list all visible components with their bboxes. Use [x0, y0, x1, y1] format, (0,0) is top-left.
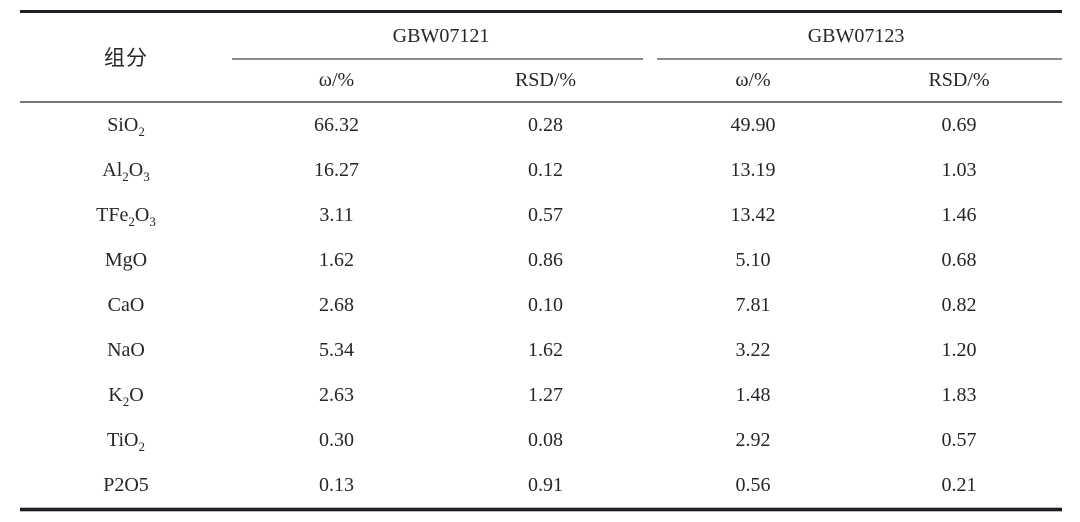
value-cell: 0.69: [941, 114, 977, 136]
header-component: 组分: [20, 11, 232, 103]
component-cell: Al2O3: [102, 159, 150, 184]
value-cell: 2.68: [319, 294, 354, 316]
table-row: NaO 5.34 1.62 3.22 1.20: [20, 328, 1062, 373]
value-cell: 1.62: [528, 339, 563, 361]
value-cell: 0.56: [735, 474, 771, 496]
component-cell: TiO2: [106, 429, 145, 454]
value-cell: 1.83: [941, 384, 977, 406]
value-cell: 3.11: [319, 204, 354, 226]
value-cell: 0.10: [528, 294, 563, 316]
value-cell: 0.91: [528, 474, 563, 496]
value-cell: 49.90: [730, 114, 776, 136]
value-cell: 0.08: [528, 429, 563, 451]
value-cell: 0.82: [941, 294, 977, 316]
table-row: SiO2 66.32 0.28 49.90 0.69: [20, 102, 1062, 148]
value-cell: 5.10: [735, 249, 771, 271]
component-cell: SiO2: [107, 114, 145, 139]
value-cell: 1.62: [319, 249, 354, 271]
component-cell: TFe2O3: [96, 204, 156, 229]
table-row: P2O5 0.13 0.91 0.56 0.21: [20, 463, 1062, 510]
table-row: TFe2O3 3.11 0.57 13.42 1.46: [20, 193, 1062, 238]
value-cell: 3.22: [735, 339, 771, 361]
header-rsd-2: RSD/%: [856, 59, 1063, 103]
table-row: TiO2 0.30 0.08 2.92 0.57: [20, 418, 1062, 463]
header-rsd-1: RSD/%: [441, 59, 651, 103]
table-row: MgO 1.62 0.86 5.10 0.68: [20, 238, 1062, 283]
header-group-gbw07123: GBW07123: [650, 12, 1063, 60]
value-cell: 5.34: [319, 339, 354, 361]
value-cell: 1.27: [528, 384, 563, 406]
value-cell: 2.63: [319, 384, 354, 406]
table-row: K2O 2.63 1.27 1.48 1.83: [20, 373, 1062, 418]
value-cell: 0.30: [319, 429, 354, 451]
value-cell: 0.13: [319, 474, 354, 496]
value-cell: 0.28: [528, 114, 563, 136]
value-cell: 1.46: [941, 204, 977, 226]
header-omega-2: ω/%: [650, 59, 857, 103]
value-cell: 13.42: [730, 204, 776, 226]
table-row: Al2O3 16.27 0.12 13.19 1.03: [20, 148, 1062, 193]
value-cell: 1.20: [941, 339, 977, 361]
component-cell: CaO: [107, 294, 145, 316]
component-cell: NaO: [107, 339, 145, 361]
header-omega-1: ω/%: [232, 59, 441, 103]
table-body: SiO2 66.32 0.28 49.90 0.69 Al2O3 16.27 0.12 13.1…: [20, 102, 1062, 510]
value-cell: 2.92: [735, 429, 771, 451]
value-cell: 0.86: [528, 249, 563, 271]
value-cell: 0.68: [941, 249, 977, 271]
value-cell: 0.57: [528, 204, 563, 226]
value-cell: 13.19: [730, 159, 776, 181]
value-cell: 7.81: [735, 294, 771, 316]
composition-table: 组分 GBW07121 GBW07123 ω/% RSD/% ω/% RSD/%…: [20, 10, 1063, 511]
value-cell: 16.27: [314, 159, 359, 181]
component-cell: K2O: [108, 384, 144, 409]
value-cell: 0.57: [941, 429, 977, 451]
table-row: CaO 2.68 0.10 7.81 0.82: [20, 283, 1062, 328]
table-header: 组分 GBW07121 GBW07123 ω/% RSD/% ω/% RSD/%: [20, 11, 1063, 103]
component-cell: MgO: [104, 249, 148, 271]
component-cell: P2O5: [103, 474, 149, 496]
value-cell: 0.21: [941, 474, 977, 496]
value-cell: 0.12: [528, 159, 563, 181]
value-cell: 66.32: [314, 114, 359, 136]
value-cell: 1.48: [735, 384, 771, 406]
header-group-gbw07121: GBW07121: [232, 12, 650, 60]
value-cell: 1.03: [941, 159, 977, 181]
